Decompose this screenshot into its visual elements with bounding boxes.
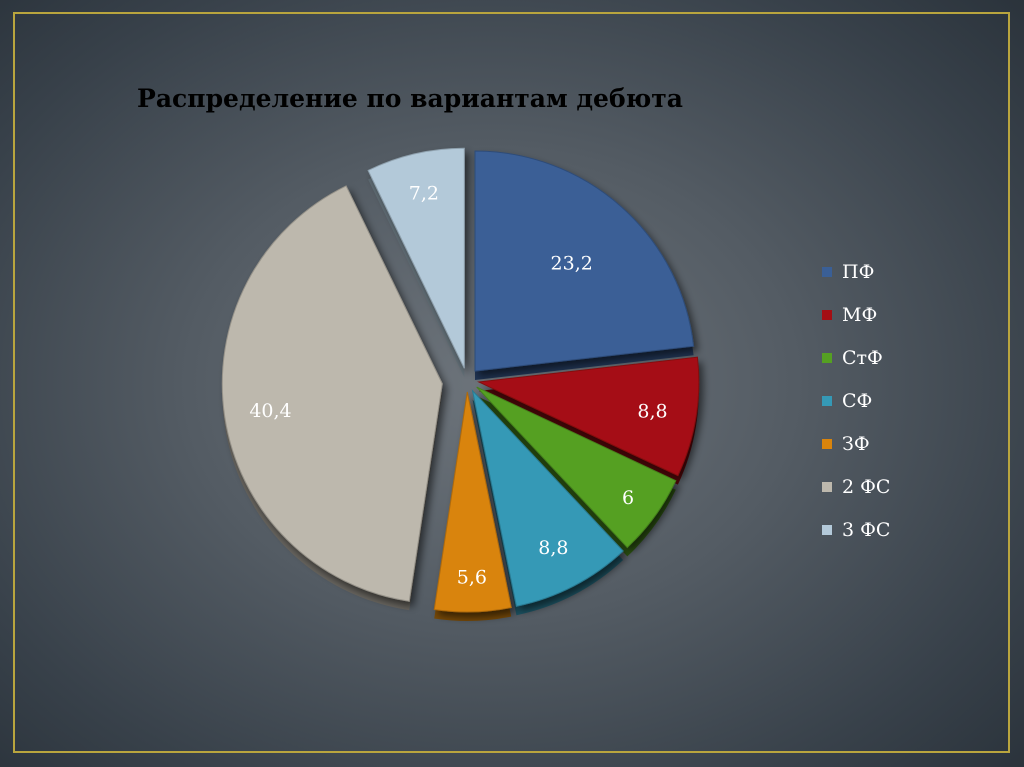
pie-slice-3 (476, 386, 677, 549)
legend-swatch (822, 309, 832, 320)
legend-item: ЗФ (822, 422, 890, 465)
pie-slice-1 (474, 150, 695, 372)
chart-title: Распределение по вариантам дебюта (137, 84, 683, 113)
pie-slice-5 (433, 391, 512, 613)
legend-swatch (822, 438, 832, 449)
legend-swatch (822, 352, 832, 363)
legend-label: СФ (842, 389, 873, 412)
legend-item: ПФ (822, 250, 890, 293)
legend-label: ЗФ (842, 432, 870, 455)
data-label-4: 8,8 (538, 537, 568, 559)
chart-legend: ПФ МФ СтФ СФ ЗФ 2 ФС 3 ФС (822, 250, 890, 551)
legend-label: 3 ФС (842, 518, 891, 541)
pie-slice-7 (367, 147, 465, 369)
legend-label: ПФ (842, 260, 875, 283)
legend-item: 3 ФС (822, 508, 890, 551)
pie-slice-6 (221, 185, 443, 602)
legend-swatch (822, 481, 832, 492)
legend-swatch (822, 395, 832, 406)
data-label-2: 8,8 (637, 401, 667, 423)
data-label-6: 40,4 (249, 400, 291, 422)
legend-item: СтФ (822, 336, 890, 379)
data-label-3: 6 (622, 487, 634, 509)
slide-frame (13, 12, 1010, 753)
data-label-5: 5,6 (457, 567, 487, 589)
legend-swatch (822, 524, 832, 535)
legend-label: 2 ФС (842, 475, 891, 498)
legend-item: 2 ФС (822, 465, 890, 508)
data-label-1: 23,2 (551, 253, 593, 275)
legend-item: СФ (822, 379, 890, 422)
pie-slice-2 (477, 356, 700, 477)
data-labels: 23,2 8,8 6 8,8 5,6 40,4 7,2 (249, 183, 667, 589)
slice-top-layer (221, 147, 700, 613)
legend-item: МФ (822, 293, 890, 336)
data-label-7: 7,2 (409, 183, 439, 205)
pie-slice-4 (471, 389, 624, 607)
legend-label: МФ (842, 303, 878, 326)
legend-label: СтФ (842, 346, 883, 369)
legend-swatch (822, 266, 832, 277)
